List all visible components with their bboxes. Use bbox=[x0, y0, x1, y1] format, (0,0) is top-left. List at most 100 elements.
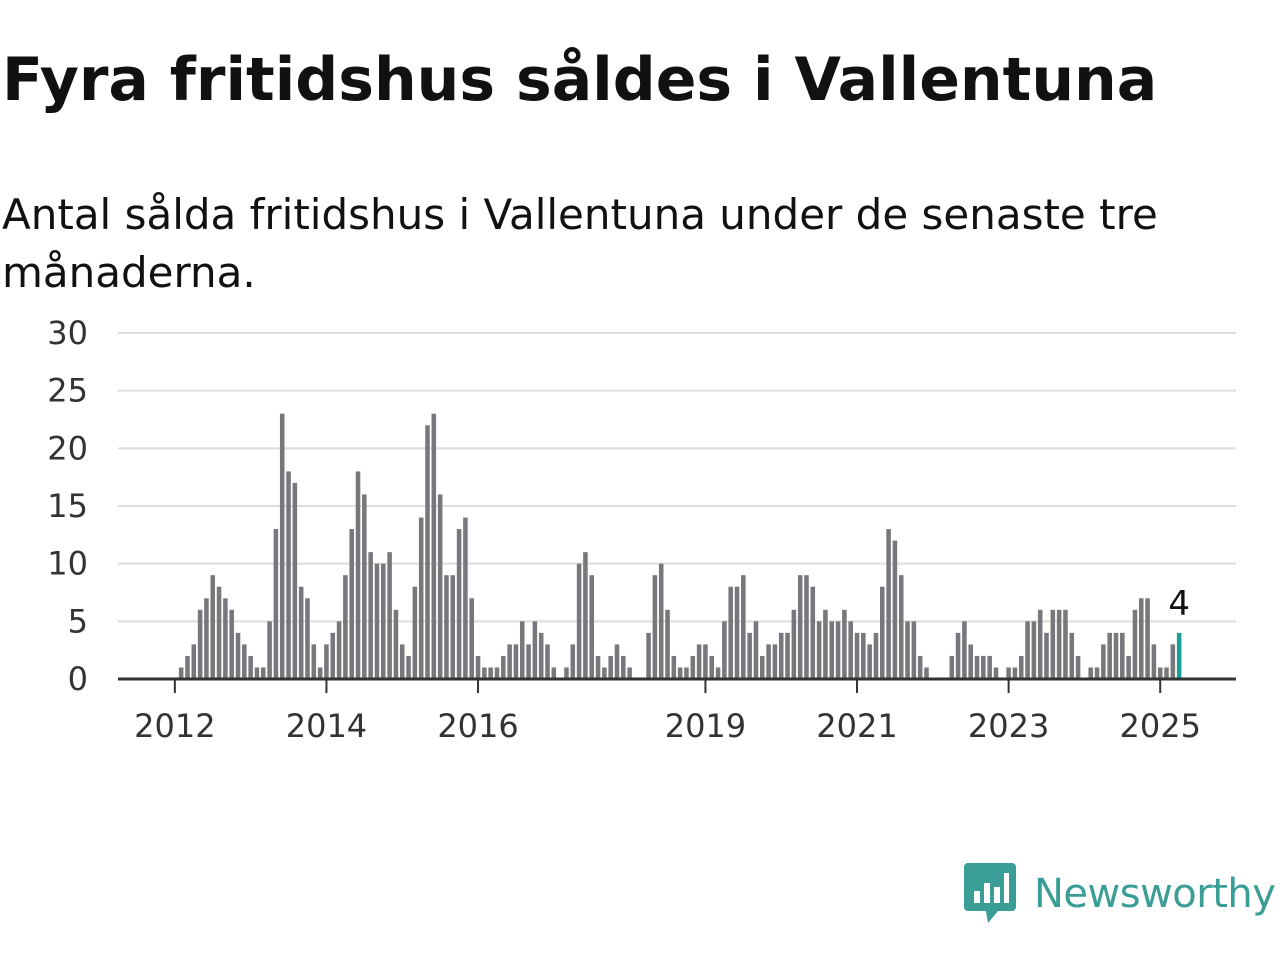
bar bbox=[703, 644, 708, 679]
bar bbox=[1025, 621, 1030, 679]
y-tick-label: 0 bbox=[68, 660, 88, 698]
bar bbox=[406, 655, 411, 679]
bar bbox=[431, 413, 437, 679]
bar bbox=[374, 563, 380, 679]
bar bbox=[1107, 632, 1112, 679]
bar bbox=[962, 621, 967, 679]
bar bbox=[677, 667, 683, 679]
bar bbox=[526, 644, 531, 679]
bar bbox=[829, 621, 835, 679]
bar bbox=[1151, 644, 1157, 679]
bar bbox=[1031, 621, 1037, 679]
bar bbox=[1132, 609, 1138, 679]
bar bbox=[216, 586, 222, 679]
y-tick-label: 25 bbox=[47, 372, 88, 410]
bar bbox=[538, 632, 544, 679]
bar bbox=[564, 667, 569, 679]
bar bbox=[867, 644, 872, 679]
bar bbox=[804, 575, 809, 679]
bar bbox=[355, 471, 361, 679]
bar bbox=[197, 609, 203, 679]
brand-name: Newsworthy bbox=[1034, 871, 1276, 917]
bar bbox=[286, 471, 291, 679]
bar bbox=[621, 655, 626, 679]
bar bbox=[766, 644, 771, 679]
bar bbox=[595, 655, 601, 679]
highlight-value-label: 4 bbox=[1168, 584, 1190, 624]
bar bbox=[684, 667, 689, 679]
bar bbox=[1164, 667, 1169, 679]
bar bbox=[646, 632, 651, 679]
bar bbox=[905, 621, 910, 679]
bar bbox=[709, 655, 715, 679]
bar bbox=[583, 552, 588, 679]
bar bbox=[425, 425, 430, 679]
bar bbox=[545, 644, 550, 679]
bar bbox=[842, 609, 847, 679]
y-tick-label: 5 bbox=[68, 602, 88, 640]
bar bbox=[311, 644, 317, 679]
bar bbox=[412, 586, 418, 679]
x-tick-label: 2012 bbox=[134, 707, 215, 745]
bar bbox=[261, 667, 266, 679]
bar bbox=[911, 621, 917, 679]
bar bbox=[747, 632, 752, 679]
bar bbox=[1138, 598, 1144, 679]
bar bbox=[242, 644, 247, 679]
y-tick-label: 15 bbox=[47, 487, 88, 525]
bar bbox=[608, 655, 613, 679]
bar bbox=[178, 667, 184, 679]
bar bbox=[1088, 667, 1093, 679]
bar bbox=[292, 482, 298, 679]
bar bbox=[1044, 632, 1049, 679]
bar bbox=[1018, 655, 1024, 679]
bar bbox=[185, 655, 190, 679]
bar bbox=[507, 644, 512, 679]
bar bbox=[880, 586, 885, 679]
x-tick-label: 2014 bbox=[286, 707, 367, 745]
bar bbox=[589, 575, 595, 679]
x-tick-label: 2025 bbox=[1119, 707, 1200, 745]
bar bbox=[722, 621, 727, 679]
chart-title: Fyra fritidshus såldes i Vallentuna bbox=[2, 45, 1158, 115]
bar bbox=[437, 494, 443, 679]
highlight-bar bbox=[1176, 632, 1182, 679]
bar bbox=[1094, 667, 1100, 679]
bar bbox=[715, 667, 721, 679]
bar bbox=[1063, 609, 1068, 679]
bar bbox=[248, 655, 253, 679]
bar bbox=[482, 667, 487, 679]
bar bbox=[343, 575, 348, 679]
bar bbox=[741, 575, 746, 679]
bar bbox=[279, 413, 285, 679]
bar bbox=[254, 667, 260, 679]
x-axis-ticks: 2012 2014 2016 2019 2021 2023 2025 bbox=[134, 679, 1201, 745]
bar bbox=[532, 621, 538, 679]
bar bbox=[501, 655, 506, 679]
chart-subtitle: Antal sålda fritidshus i Vallentuna unde… bbox=[2, 190, 1158, 297]
bar bbox=[949, 655, 955, 679]
bar bbox=[734, 586, 740, 679]
bar bbox=[513, 644, 519, 679]
bar bbox=[305, 598, 310, 679]
bar bbox=[494, 667, 500, 679]
bar bbox=[602, 667, 607, 679]
bar bbox=[627, 667, 632, 679]
bar bbox=[1170, 644, 1176, 679]
bar bbox=[399, 644, 405, 679]
bar bbox=[191, 644, 197, 679]
bar bbox=[1145, 598, 1150, 679]
data-labels: 4 bbox=[1168, 584, 1190, 624]
y-axis-ticks: 0 5 10 15 20 25 30 bbox=[47, 314, 88, 698]
bar bbox=[387, 552, 392, 679]
bar bbox=[772, 644, 778, 679]
bar bbox=[614, 644, 620, 679]
bar bbox=[317, 667, 323, 679]
bar bbox=[816, 621, 822, 679]
bar bbox=[463, 517, 468, 679]
bar bbox=[791, 609, 797, 679]
bar bbox=[324, 644, 329, 679]
bar bbox=[469, 598, 474, 679]
bar bbox=[235, 632, 241, 679]
bar bbox=[785, 632, 790, 679]
